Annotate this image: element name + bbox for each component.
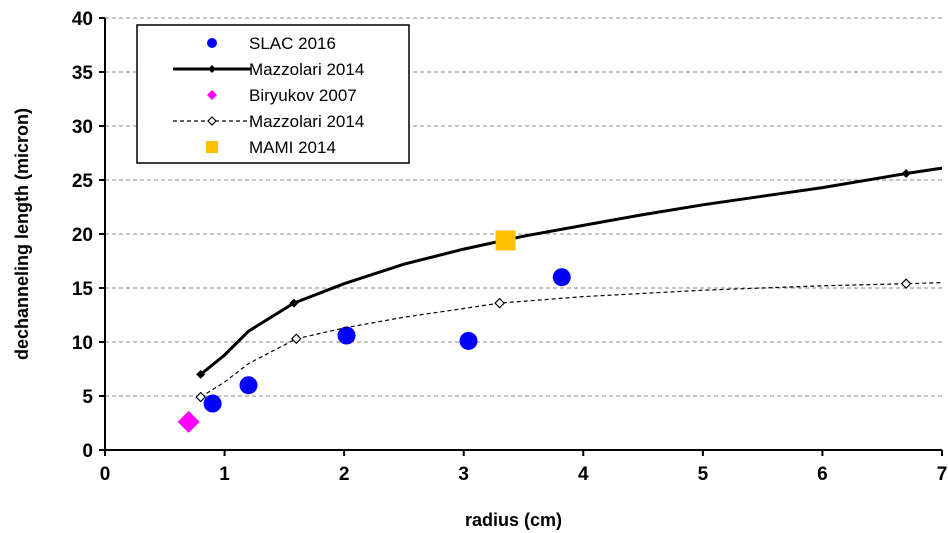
y-tick-label: 40 [72, 9, 93, 30]
x-tick-label: 2 [339, 464, 350, 485]
data-point [494, 297, 505, 309]
y-axis-title: dechanneling length (micron) [12, 108, 32, 360]
data-point [289, 298, 299, 308]
axes [99, 17, 943, 456]
x-tick-label: 0 [100, 464, 111, 485]
data-point [495, 230, 516, 251]
y-tick-label: 30 [72, 117, 93, 138]
x-tick-label: 5 [698, 464, 709, 485]
y-tick-label: 35 [72, 63, 94, 84]
legend-entry: Mazzolari 2014 [173, 60, 364, 79]
legend-label: Mazzolari 2014 [249, 112, 364, 131]
x-axis-title: radius (cm) [465, 510, 562, 530]
y-tick-label: 5 [82, 387, 93, 408]
data-point [901, 169, 911, 179]
series-1 [196, 166, 943, 379]
x-tick-label: 4 [578, 464, 589, 485]
series-line [200, 282, 943, 398]
data-point [459, 331, 478, 350]
y-tick-label: 25 [72, 171, 94, 192]
legend-label: Mazzolari 2014 [249, 60, 364, 79]
legend-label: SLAC 2016 [249, 34, 336, 53]
y-tick-label: 0 [82, 441, 93, 462]
data-point [177, 410, 200, 433]
legend-box [136, 24, 410, 164]
data-point [290, 333, 302, 345]
legend-marker [207, 116, 217, 126]
series-line [199, 166, 943, 376]
tick-labels: 0 5 10 15 20 25 30 35 40 0 1 2 3 4 5 6 7 [72, 9, 947, 485]
x-tick-label: 6 [817, 464, 828, 485]
data-point [900, 278, 912, 290]
data-point [203, 394, 222, 413]
legend-entry: SLAC 2016 [207, 34, 336, 53]
legend-entry: Mazzolari 2014 [173, 112, 364, 131]
legend-marker [207, 38, 217, 48]
legend-label: MAMI 2014 [249, 138, 336, 157]
legend-marker [208, 65, 216, 73]
legend-label: Biryukov 2007 [249, 86, 357, 105]
data-point [337, 326, 356, 345]
x-tick-label: 1 [219, 464, 230, 485]
y-tick-label: 15 [72, 279, 94, 300]
series-2 [177, 410, 200, 433]
data-point [195, 391, 207, 403]
series-3 [195, 278, 943, 403]
legend-marker [207, 90, 217, 100]
legend-marker [206, 141, 218, 153]
data-point [196, 369, 206, 379]
x-tick-label: 3 [458, 464, 469, 485]
plot-series [177, 166, 943, 433]
y-tick-label: 10 [72, 333, 93, 354]
y-tick-label: 20 [72, 225, 93, 246]
legend: SLAC 2016 Mazzolari 2014 Biryukov 2007 Mazz… [136, 24, 410, 164]
data-point [239, 376, 258, 395]
legend-entry: MAMI 2014 [206, 138, 336, 157]
data-point [552, 268, 571, 287]
series-0 [203, 268, 571, 413]
legend-entry: Biryukov 2007 [207, 86, 357, 105]
series-4 [495, 230, 516, 251]
x-tick-label: 7 [937, 464, 948, 485]
